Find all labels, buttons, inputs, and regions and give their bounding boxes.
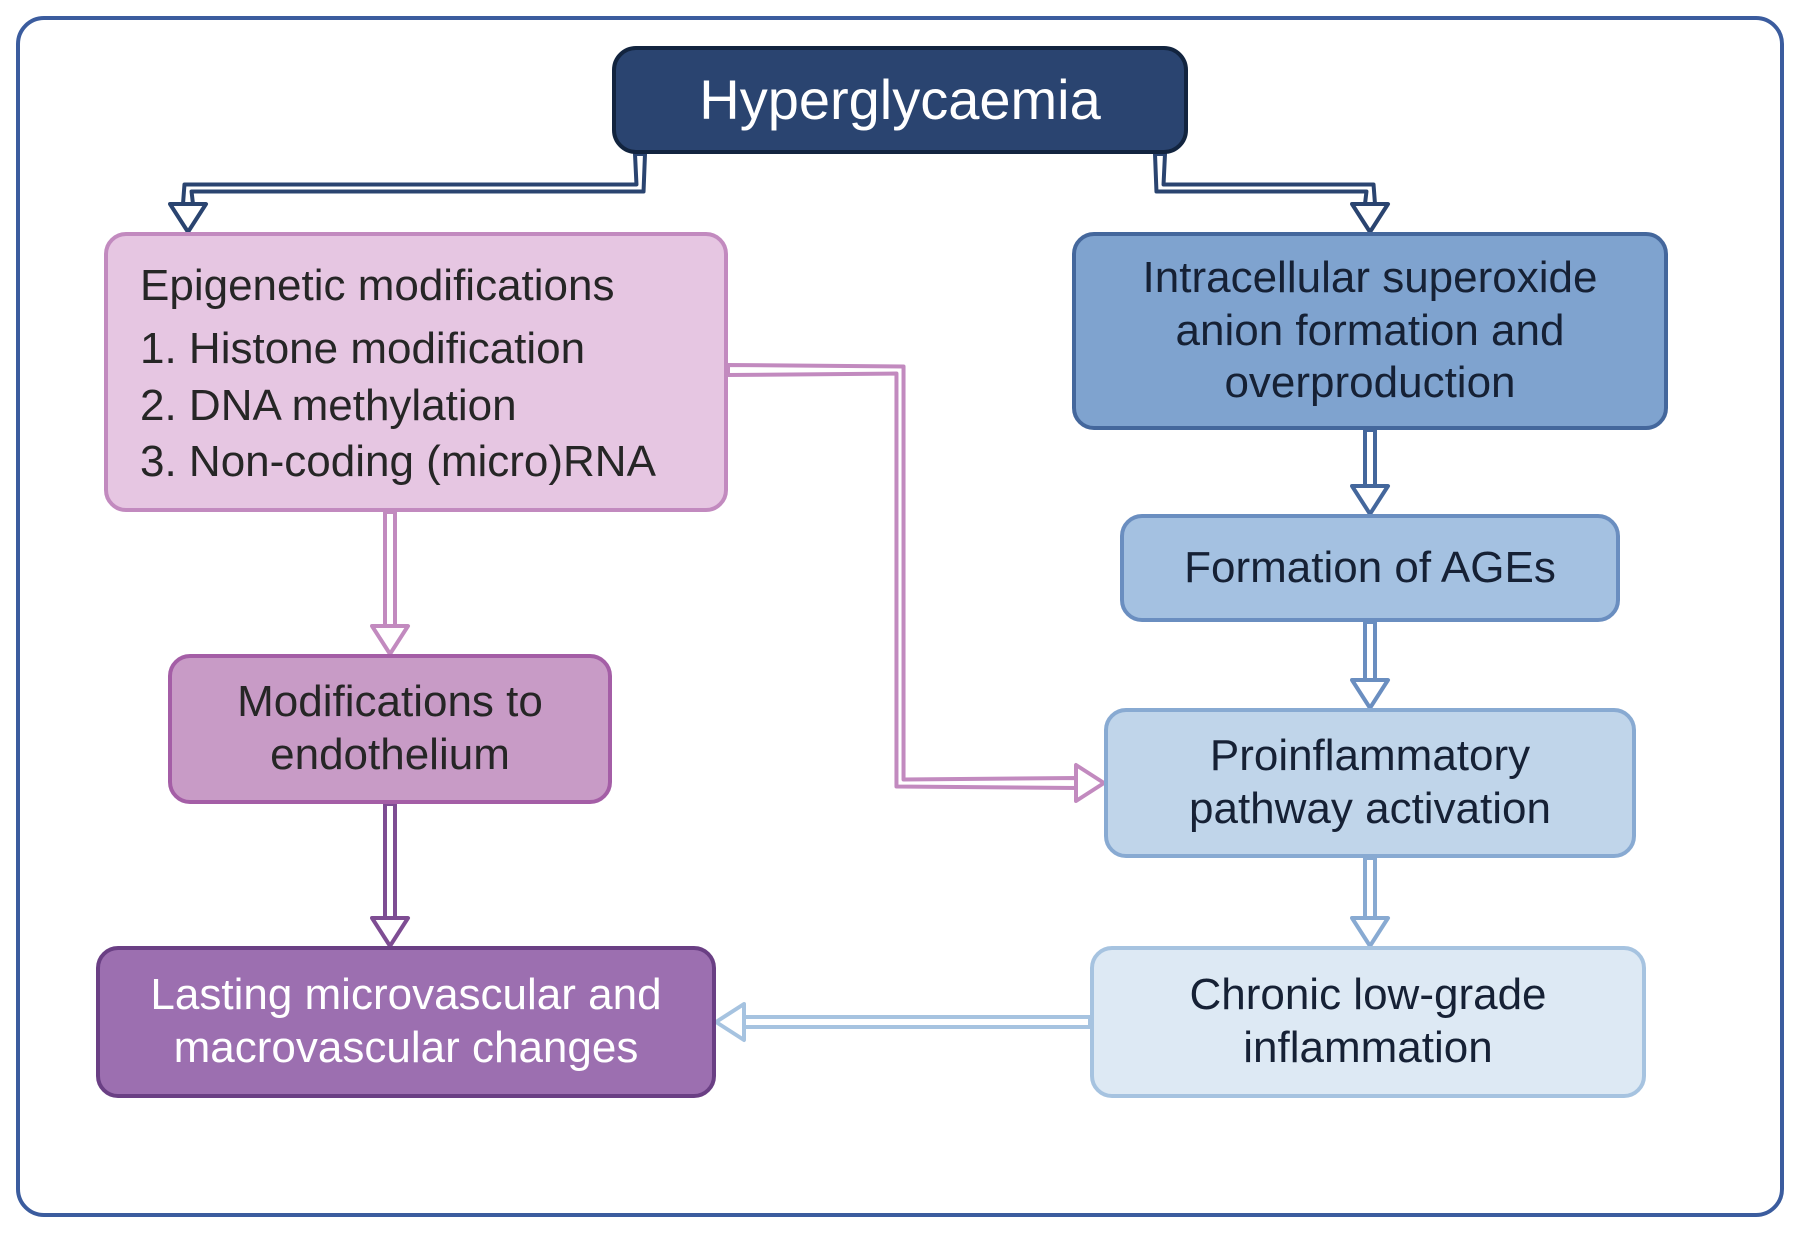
node-chronic-inflammation: Chronic low-grade inflammation bbox=[1090, 946, 1646, 1098]
list-item: 3. Non-coding (micro)RNA bbox=[140, 436, 656, 489]
node-label: Intracellular superoxide anion formation… bbox=[1096, 252, 1644, 410]
node-label: Modifications to endothelium bbox=[192, 676, 588, 782]
node-superoxide: Intracellular superoxide anion formation… bbox=[1072, 232, 1668, 430]
node-endothelium: Modifications to endothelium bbox=[168, 654, 612, 804]
node-ages: Formation of AGEs bbox=[1120, 514, 1620, 622]
node-hyperglycaemia: Hyperglycaemia bbox=[612, 46, 1188, 154]
node-label: Lasting microvascular and macrovascular … bbox=[120, 969, 692, 1075]
node-lasting-changes: Lasting microvascular and macrovascular … bbox=[96, 946, 716, 1098]
node-label: Hyperglycaemia bbox=[699, 66, 1101, 133]
node-label: Epigenetic modifications bbox=[140, 260, 614, 313]
list-item: 2. DNA methylation bbox=[140, 380, 517, 433]
node-label: Formation of AGEs bbox=[1184, 542, 1556, 595]
diagram-canvas: Hyperglycaemia Epigenetic modifications … bbox=[0, 0, 1800, 1233]
node-proinflammatory: Proinflammatory pathway activation bbox=[1104, 708, 1636, 858]
list-item: 1. Histone modification bbox=[140, 323, 585, 376]
node-epigenetic-modifications: Epigenetic modifications 1. Histone modi… bbox=[104, 232, 728, 512]
node-label: Proinflammatory pathway activation bbox=[1128, 730, 1612, 836]
node-label: Chronic low-grade inflammation bbox=[1114, 969, 1622, 1075]
